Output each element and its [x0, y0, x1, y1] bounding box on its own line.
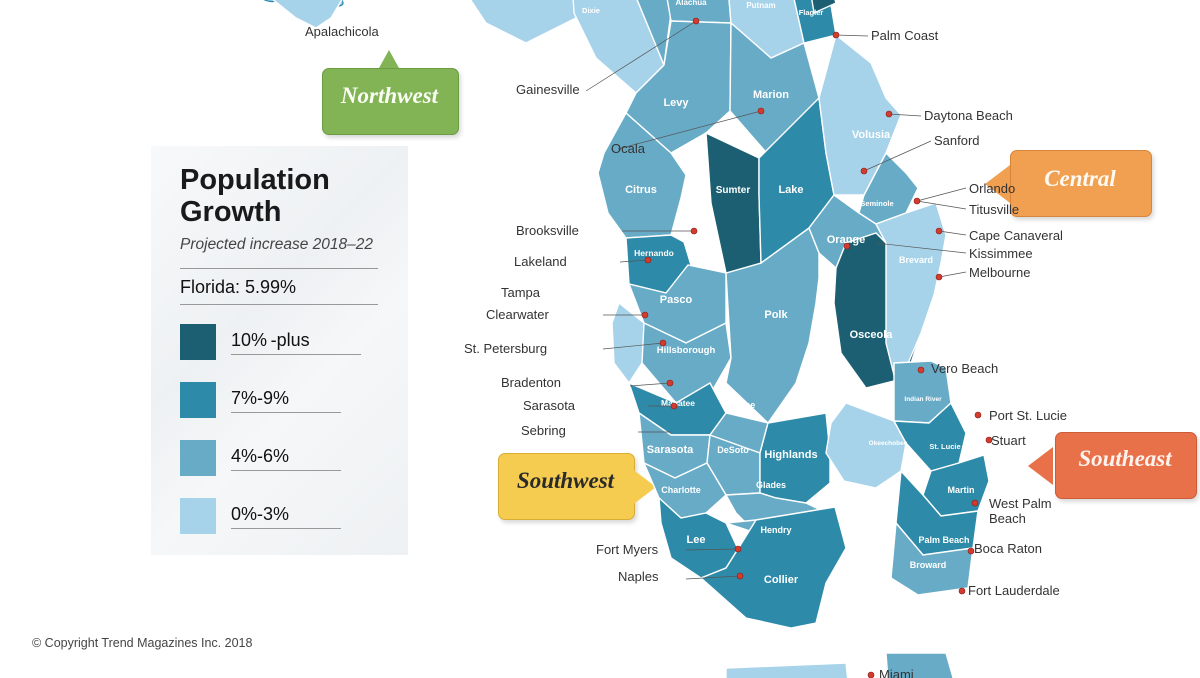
svg-text:Indian River: Indian River	[904, 396, 942, 403]
svg-text:Collier: Collier	[764, 574, 799, 586]
svg-text:Fort Lauderdale: Fort Lauderdale	[968, 583, 1060, 598]
svg-text:Cape Canaveral: Cape Canaveral	[969, 228, 1063, 243]
svg-text:West Palm: West Palm	[989, 496, 1052, 511]
svg-text:Martin: Martin	[948, 485, 975, 495]
svg-text:Palm Coast: Palm Coast	[871, 28, 939, 43]
svg-text:Tampa: Tampa	[501, 285, 541, 300]
svg-text:Hillsborough: Hillsborough	[657, 345, 716, 356]
svg-text:Sarasota: Sarasota	[523, 398, 576, 413]
svg-text:Melbourne: Melbourne	[969, 265, 1030, 280]
svg-text:Sarasota: Sarasota	[647, 444, 694, 456]
svg-text:Flagler: Flagler	[799, 8, 824, 17]
svg-text:Naples: Naples	[618, 569, 659, 584]
svg-text:Boca Raton: Boca Raton	[974, 541, 1042, 556]
svg-text:Beach: Beach	[989, 511, 1026, 526]
svg-text:Lake: Lake	[778, 184, 803, 196]
svg-text:Polk: Polk	[764, 309, 788, 321]
svg-text:Alachua: Alachua	[675, 0, 707, 7]
svg-text:Charlotte: Charlotte	[661, 485, 701, 495]
svg-text:Manatee: Manatee	[661, 398, 695, 408]
svg-text:Bradenton: Bradenton	[501, 375, 561, 390]
svg-text:Hardee: Hardee	[725, 400, 756, 410]
svg-text:Marion: Marion	[753, 89, 789, 101]
svg-text:Orlando: Orlando	[969, 181, 1015, 196]
svg-text:Sanford: Sanford	[934, 133, 980, 148]
svg-text:Palm Beach: Palm Beach	[918, 535, 969, 545]
svg-text:Gainesville: Gainesville	[516, 82, 580, 97]
svg-text:Lakeland: Lakeland	[514, 254, 567, 269]
svg-text:Lee: Lee	[687, 534, 706, 546]
svg-text:Clearwater: Clearwater	[486, 307, 550, 322]
svg-text:Fort Myers: Fort Myers	[596, 542, 659, 557]
svg-text:Broward: Broward	[910, 560, 947, 570]
svg-text:Port St. Lucie: Port St. Lucie	[989, 408, 1067, 423]
svg-text:Hernando: Hernando	[634, 248, 674, 258]
svg-text:Miami: Miami	[879, 667, 914, 678]
svg-text:Glades: Glades	[756, 480, 786, 490]
svg-text:Hendry: Hendry	[760, 525, 791, 535]
svg-text:Dixie: Dixie	[582, 6, 600, 15]
svg-text:Vero Beach: Vero Beach	[931, 361, 998, 376]
svg-text:St. Lucie: St. Lucie	[929, 442, 960, 451]
svg-text:Levy: Levy	[663, 97, 689, 109]
svg-text:Osceola: Osceola	[850, 329, 894, 341]
svg-text:St. Petersburg: St. Petersburg	[464, 341, 547, 356]
svg-text:Pasco: Pasco	[660, 294, 693, 306]
svg-text:Seminole: Seminole	[860, 199, 893, 208]
svg-text:Volusia: Volusia	[852, 129, 891, 141]
svg-text:Titusville: Titusville	[969, 202, 1019, 217]
svg-text:Daytona Beach: Daytona Beach	[924, 108, 1013, 123]
svg-text:Okeechobee: Okeechobee	[869, 440, 908, 447]
svg-text:Kissimmee: Kissimmee	[969, 246, 1033, 261]
svg-text:Stuart: Stuart	[991, 433, 1026, 448]
svg-text:Sebring: Sebring	[521, 423, 566, 438]
svg-text:Highlands: Highlands	[764, 449, 817, 461]
svg-text:Sumter: Sumter	[716, 185, 751, 196]
svg-text:Brevard: Brevard	[899, 255, 933, 265]
svg-text:Ocala: Ocala	[611, 141, 646, 156]
svg-text:Brooksville: Brooksville	[516, 223, 579, 238]
svg-text:Putnam: Putnam	[746, 1, 775, 10]
svg-text:Citrus: Citrus	[625, 184, 657, 196]
svg-text:DeSoto: DeSoto	[717, 445, 749, 455]
